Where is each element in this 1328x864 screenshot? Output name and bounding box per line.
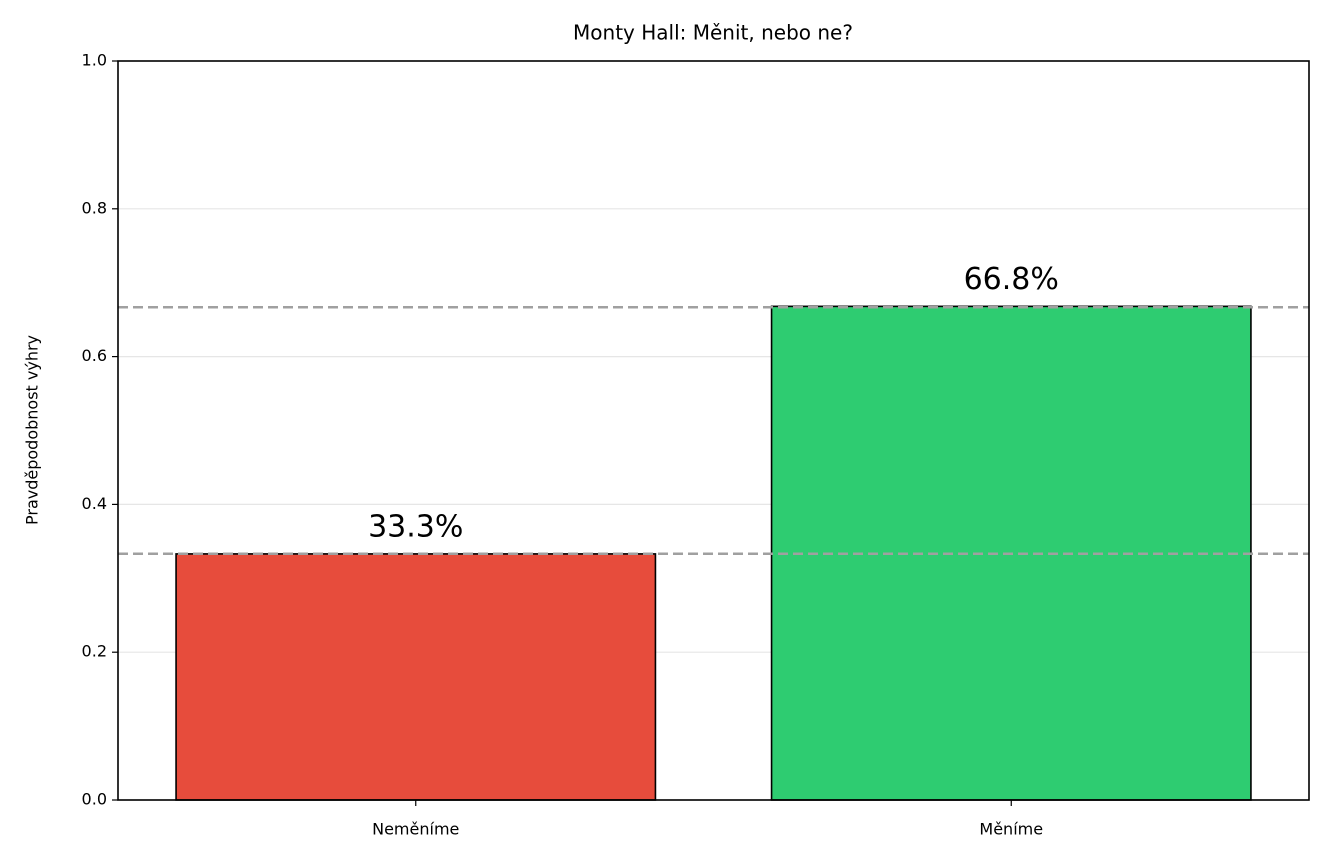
x-tick-label: Neměníme xyxy=(372,820,459,839)
y-tick-label: 0.0 xyxy=(82,790,107,809)
y-tick-label: 0.6 xyxy=(82,346,107,365)
x-tick-label: Měníme xyxy=(979,820,1043,839)
y-tick-label: 0.4 xyxy=(82,494,107,513)
chart-title: Monty Hall: Měnit, nebo ne? xyxy=(573,21,853,45)
y-axis-label: Pravděpodobnost výhry xyxy=(23,335,42,525)
plot-frame xyxy=(117,60,1310,801)
y-tick-label: 0.8 xyxy=(82,198,107,217)
bar xyxy=(175,553,657,801)
y-tick-label: 1.0 xyxy=(82,51,107,70)
value-label: 33.3% xyxy=(368,509,463,544)
value-label: 66.8% xyxy=(964,262,1059,297)
y-tick-label: 0.2 xyxy=(82,642,107,661)
